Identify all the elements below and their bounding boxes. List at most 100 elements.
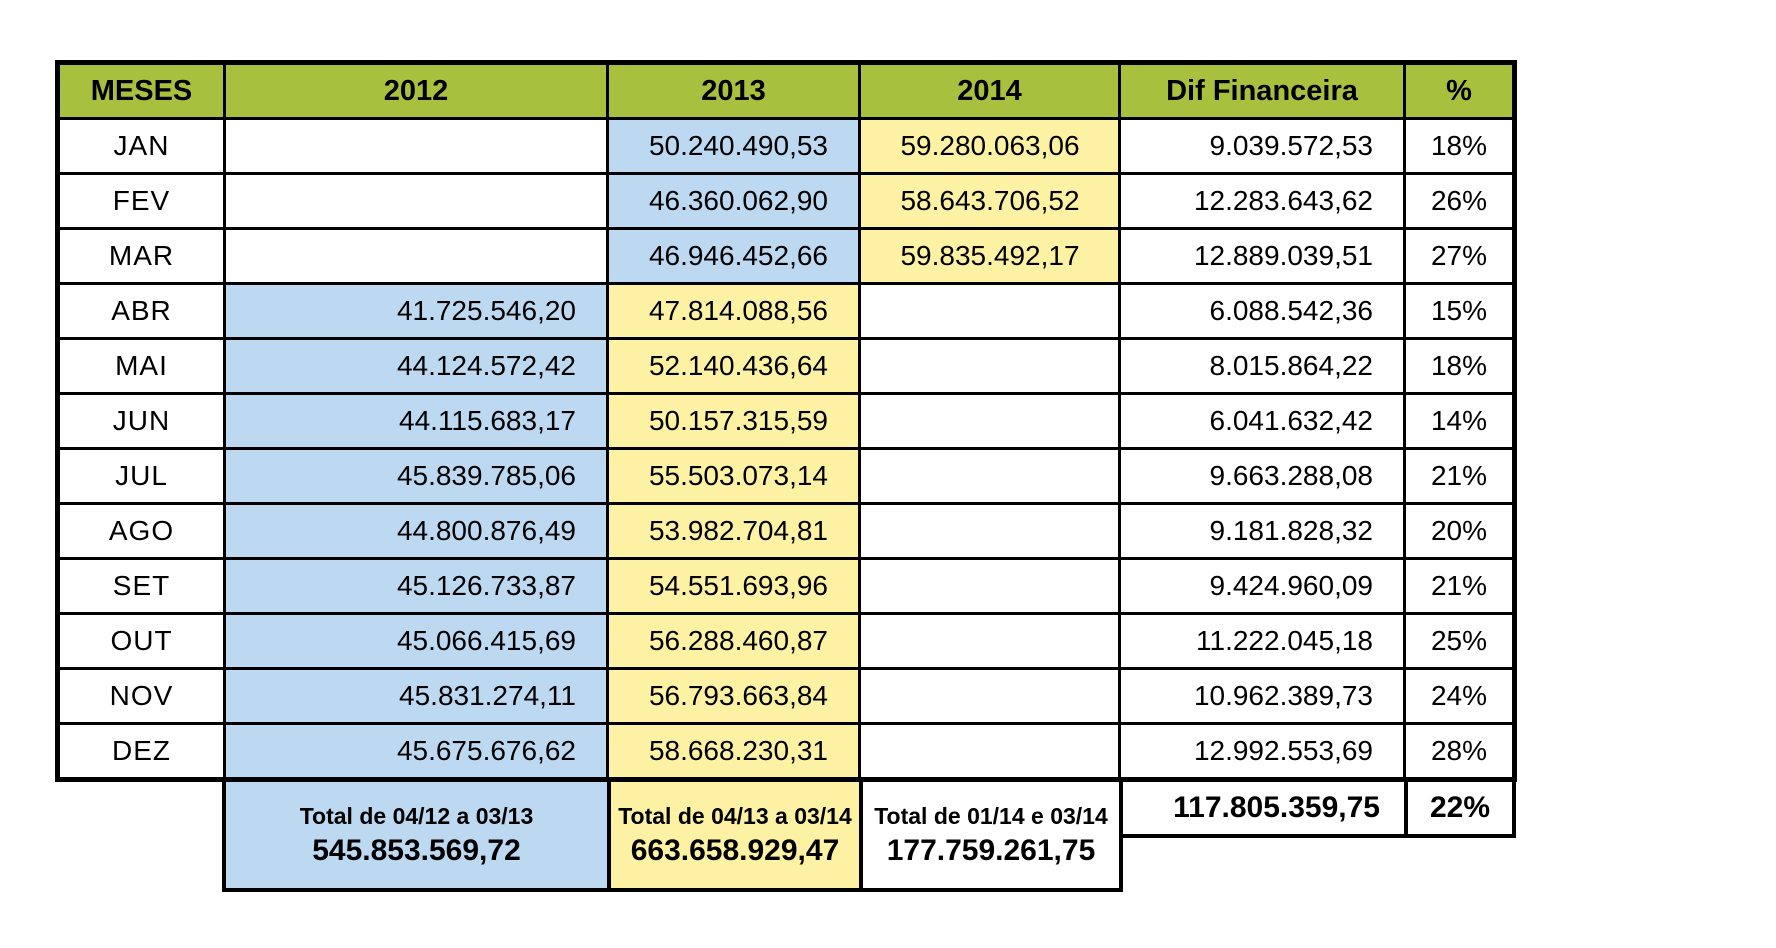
total-2014-value: 177.759.261,75 [886,833,1096,867]
month-cell: OUT [56,612,226,670]
cell-2012: 45.839.785,06 [223,447,609,505]
cell-2012 [223,172,609,230]
cell-2014 [858,667,1121,725]
cell-2013: 53.982.704,81 [606,502,861,560]
header-2013: 2013 [606,61,861,120]
cell-2014: 58.643.706,52 [858,172,1121,230]
cell-2012: 45.126.733,87 [223,557,609,615]
table-row-jun: JUN 44.115.683,17 50.157.315,59 6.041.63… [56,392,1516,450]
table-row-nov: NOV 45.831.274,11 56.793.663,84 10.962.3… [56,667,1516,725]
cell-pct: 18% [1403,117,1516,175]
total-dif-financeira: 117.805.359,75 [1119,778,1408,838]
table-row-ago: AGO 44.800.876,49 53.982.704,81 9.181.82… [56,502,1516,560]
cell-2014: 59.835.492,17 [858,227,1121,285]
cell-2012: 45.831.274,11 [223,667,609,725]
cell-2013: 47.814.088,56 [606,282,861,340]
cell-2013: 50.240.490,53 [606,117,861,175]
total-percent: 22% [1404,778,1516,838]
total-2014-cell: Total de 01/14 e 03/14 177.759.261,75 [859,778,1123,892]
cell-dif: 12.992.553,69 [1118,722,1406,781]
month-cell: SET [56,557,226,615]
cell-2014: 59.280.063,06 [858,117,1121,175]
table-row-jan: JAN 50.240.490,53 59.280.063,06 9.039.57… [56,117,1516,175]
month-cell: MAR [56,227,226,285]
cell-2013: 58.668.230,31 [606,722,861,781]
total-2013-value: 663.658.929,47 [630,833,840,867]
month-cell: JUL [56,447,226,505]
cell-dif: 9.663.288,08 [1118,447,1406,505]
cell-dif: 9.424.960,09 [1118,557,1406,615]
cell-dif: 12.889.039,51 [1118,227,1406,285]
table-row-dez: DEZ 45.675.676,62 58.668.230,31 12.992.5… [56,722,1516,781]
total-2012-cell: Total de 04/12 a 03/13 545.853.569,72 [222,778,611,892]
cell-2014 [858,337,1121,395]
table-row-out: OUT 45.066.415,69 56.288.460,87 11.222.0… [56,612,1516,670]
total-2013-label: Total de 04/13 a 03/14 [618,802,852,829]
total-2014-label: Total de 01/14 e 03/14 [874,802,1108,829]
month-cell: AGO [56,502,226,560]
month-cell: MAI [56,337,226,395]
cell-2014 [858,612,1121,670]
month-cell: ABR [56,282,226,340]
cell-2012: 45.066.415,69 [223,612,609,670]
month-cell: JUN [56,392,226,450]
cell-dif: 8.015.864,22 [1118,337,1406,395]
table-row-mai: MAI 44.124.572,42 52.140.436,64 8.015.86… [56,337,1516,395]
cell-2012: 44.124.572,42 [223,337,609,395]
month-cell: JAN [56,117,226,175]
cell-2014 [858,447,1121,505]
header-meses: MESES [56,61,226,120]
header-2012: 2012 [223,61,609,120]
cell-2014 [858,722,1121,781]
table-row-mar: MAR 46.946.452,66 59.835.492,17 12.889.0… [56,227,1516,285]
cell-pct: 21% [1403,447,1516,505]
cell-dif: 11.222.045,18 [1118,612,1406,670]
table-row-abr: ABR 41.725.546,20 47.814.088,56 6.088.54… [56,282,1516,340]
cell-2013: 52.140.436,64 [606,337,861,395]
cell-2013: 55.503.073,14 [606,447,861,505]
financial-comparison-table: MESES 2012 2013 2014 Dif Financeira % JA… [55,60,1517,898]
header-row: MESES 2012 2013 2014 Dif Financeira % [56,61,1516,120]
cell-pct: 14% [1403,392,1516,450]
cell-dif: 12.283.643,62 [1118,172,1406,230]
header-2014: 2014 [858,61,1121,120]
month-cell: FEV [56,172,226,230]
totals-row: Total de 04/12 a 03/13 545.853.569,72 To… [222,778,1517,898]
cell-pct: 21% [1403,557,1516,615]
total-2013-cell: Total de 04/13 a 03/14 663.658.929,47 [607,778,863,892]
cell-pct: 26% [1403,172,1516,230]
cell-2014 [858,282,1121,340]
cell-dif: 9.039.572,53 [1118,117,1406,175]
cell-pct: 18% [1403,337,1516,395]
table-row-set: SET 45.126.733,87 54.551.693,96 9.424.96… [56,557,1516,615]
cell-pct: 27% [1403,227,1516,285]
cell-2012: 45.675.676,62 [223,722,609,781]
cell-2014 [858,557,1121,615]
cell-2013: 50.157.315,59 [606,392,861,450]
month-cell: NOV [56,667,226,725]
month-cell: DEZ [56,722,226,781]
cell-dif: 9.181.828,32 [1118,502,1406,560]
total-2012-value: 545.853.569,72 [312,833,521,867]
cell-2014 [858,502,1121,560]
table-row-fev: FEV 46.360.062,90 58.643.706,52 12.283.6… [56,172,1516,230]
cell-2012: 44.800.876,49 [223,502,609,560]
cell-2012 [223,117,609,175]
cell-2013: 46.946.452,66 [606,227,861,285]
cell-2013: 54.551.693,96 [606,557,861,615]
cell-pct: 28% [1403,722,1516,781]
cell-pct: 24% [1403,667,1516,725]
total-2012-label: Total de 04/12 a 03/13 [299,802,534,829]
cell-pct: 25% [1403,612,1516,670]
cell-pct: 20% [1403,502,1516,560]
cell-2012: 41.725.546,20 [223,282,609,340]
table-row-jul: JUL 45.839.785,06 55.503.073,14 9.663.28… [56,447,1516,505]
cell-2013: 46.360.062,90 [606,172,861,230]
cell-pct: 15% [1403,282,1516,340]
header-percent: % [1403,61,1516,120]
cell-2013: 56.793.663,84 [606,667,861,725]
cell-2012 [223,227,609,285]
cell-2012: 44.115.683,17 [223,392,609,450]
cell-dif: 6.088.542,36 [1118,282,1406,340]
cell-2014 [858,392,1121,450]
